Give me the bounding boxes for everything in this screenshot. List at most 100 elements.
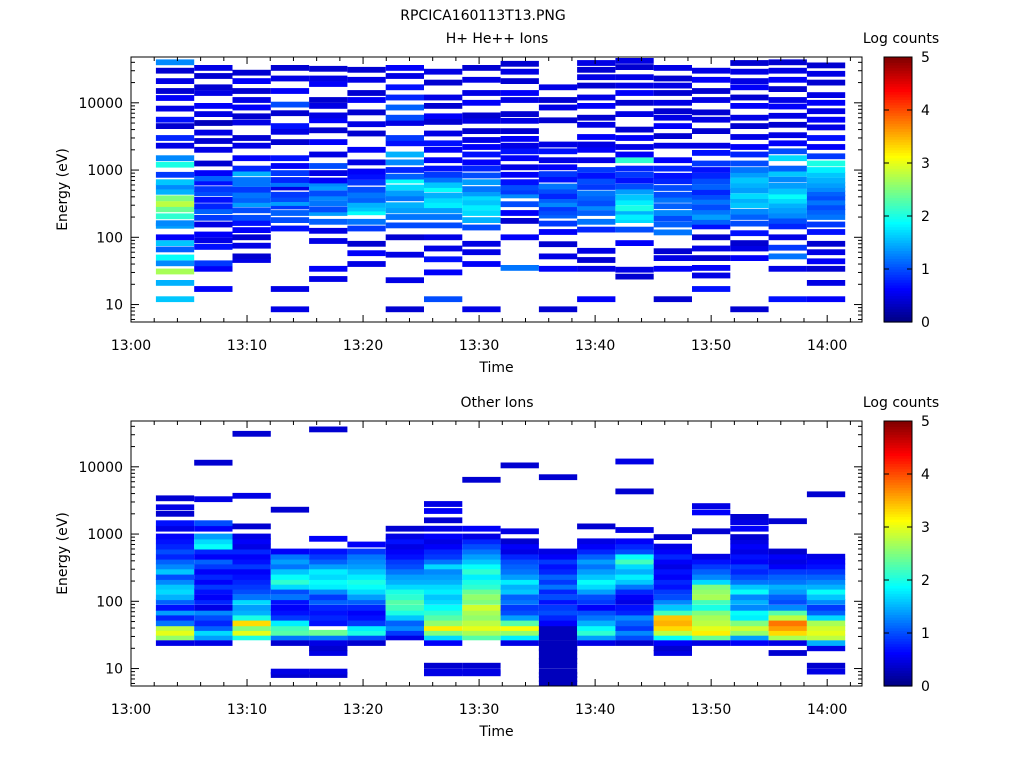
heatmap-cell: [155, 533, 195, 540]
heatmap-cell: [615, 226, 654, 233]
heatmap-cell: [730, 588, 769, 595]
heatmap-cell: [309, 238, 348, 244]
heatmap-cell: [615, 165, 654, 172]
heatmap-cell: [194, 640, 233, 646]
colorbar-swatch: [884, 186, 912, 191]
heatmap-cell: [155, 574, 195, 580]
heatmap-cell: [309, 558, 348, 565]
heatmap-cell: [500, 604, 539, 611]
heatmap-cell: [538, 183, 578, 190]
colorbar-swatch: [884, 213, 912, 217]
heatmap-cell: [194, 170, 233, 176]
colorbar-swatch: [884, 276, 912, 281]
heatmap-cell: [232, 192, 271, 199]
colorbar-swatch: [884, 94, 912, 98]
heatmap-cell: [194, 538, 233, 545]
heatmap-cell: [615, 599, 654, 605]
heatmap-cell: [653, 588, 692, 595]
heatmap-cell: [538, 604, 578, 611]
heatmap-cell: [806, 594, 846, 601]
heatmap-cell: [730, 306, 769, 313]
colorbar-swatch: [884, 611, 912, 616]
heatmap-cell: [730, 182, 769, 188]
heatmap-cell: [155, 504, 195, 511]
colorbar-swatch: [884, 656, 912, 661]
heatmap-cell: [577, 157, 616, 164]
heatmap-cell: [462, 476, 501, 483]
x-tick-label: 13:30: [459, 338, 499, 354]
heatmap-cell: [194, 190, 233, 197]
heatmap-cell: [577, 553, 616, 560]
heatmap-cell: [615, 588, 654, 595]
heatmap-cell: [424, 558, 463, 565]
heatmap-cell: [270, 634, 310, 641]
heatmap-cell: [577, 200, 616, 207]
heatmap-cell: [462, 558, 501, 565]
heatmap-cell: [500, 538, 539, 545]
heatmap-cell: [155, 604, 195, 611]
heatmap-cell: [730, 177, 769, 184]
heatmap-cell: [692, 272, 731, 279]
heatmap-cell: [194, 574, 233, 580]
heatmap-cell: [462, 599, 501, 605]
heatmap-cell: [577, 74, 616, 81]
colorbar-swatch: [884, 675, 912, 679]
heatmap-cell: [538, 645, 578, 652]
heatmap-cell: [347, 192, 386, 199]
heatmap-cell: [385, 574, 424, 580]
heatmap-cell: [806, 258, 846, 265]
y-tick-label: 1000: [87, 527, 123, 543]
heatmap-cell: [462, 144, 501, 150]
heatmap-cell: [270, 170, 310, 176]
heatmap-cell: [653, 548, 692, 555]
heatmap-cell: [692, 245, 731, 252]
colorbar-swatch: [884, 492, 912, 496]
heatmap-cell: [615, 111, 654, 117]
heatmap-cell: [730, 614, 769, 621]
heatmap-cell: [692, 67, 731, 74]
heatmap-cell: [462, 112, 501, 119]
colorbar-swatch: [884, 152, 912, 156]
colorbar-swatch: [884, 308, 912, 312]
heatmap-cell: [692, 553, 731, 560]
colorbar-swatch: [884, 128, 912, 132]
panel-h-he-ions: H+ He++ Ions 13:00 13:10 13:20 13:30 13:40 13…: [55, 31, 939, 376]
heatmap-cell: [270, 672, 310, 678]
heatmap-cell: [577, 195, 616, 201]
heatmap-cell: [347, 218, 386, 225]
heatmap-cell: [385, 558, 424, 565]
heatmap-cell: [806, 645, 846, 652]
heatmap-cell: [194, 175, 233, 182]
heatmap-cell: [155, 183, 195, 190]
heatmap-cell: [730, 230, 769, 237]
colorbar-swatch: [884, 474, 912, 478]
heatmap-cell: [615, 157, 654, 164]
heatmap-cell: [538, 620, 578, 627]
heatmap-cell: [538, 553, 578, 560]
heatmap-cell: [155, 188, 195, 195]
heatmap-cell: [577, 121, 616, 128]
heatmap-cell: [270, 563, 310, 570]
heatmap-cell: [155, 213, 195, 220]
heatmap-cell: [577, 604, 616, 611]
colorbar-swatch: [884, 216, 912, 220]
heatmap-cell: [270, 614, 310, 621]
heatmap-cell: [232, 257, 271, 263]
heatmap-cell: [347, 109, 386, 116]
heatmap-cell: [577, 141, 616, 148]
heatmap-cell: [538, 563, 578, 570]
heatmap-cell: [462, 578, 501, 585]
heatmap-cell: [730, 171, 769, 178]
heatmap-cell: [806, 92, 846, 98]
heatmap-cell: [577, 82, 616, 89]
colorbar-swatch: [884, 139, 912, 143]
heatmap-cell: [385, 135, 424, 141]
heatmap-cell: [730, 103, 769, 109]
heatmap-cell: [500, 192, 539, 199]
heatmap-cell: [194, 578, 233, 585]
heatmap-cell: [385, 214, 424, 220]
heatmap-cell: [730, 84, 769, 91]
colorbar-swatch: [884, 542, 912, 547]
colorbar-swatch: [884, 239, 912, 244]
heatmap-cell: [692, 640, 731, 646]
